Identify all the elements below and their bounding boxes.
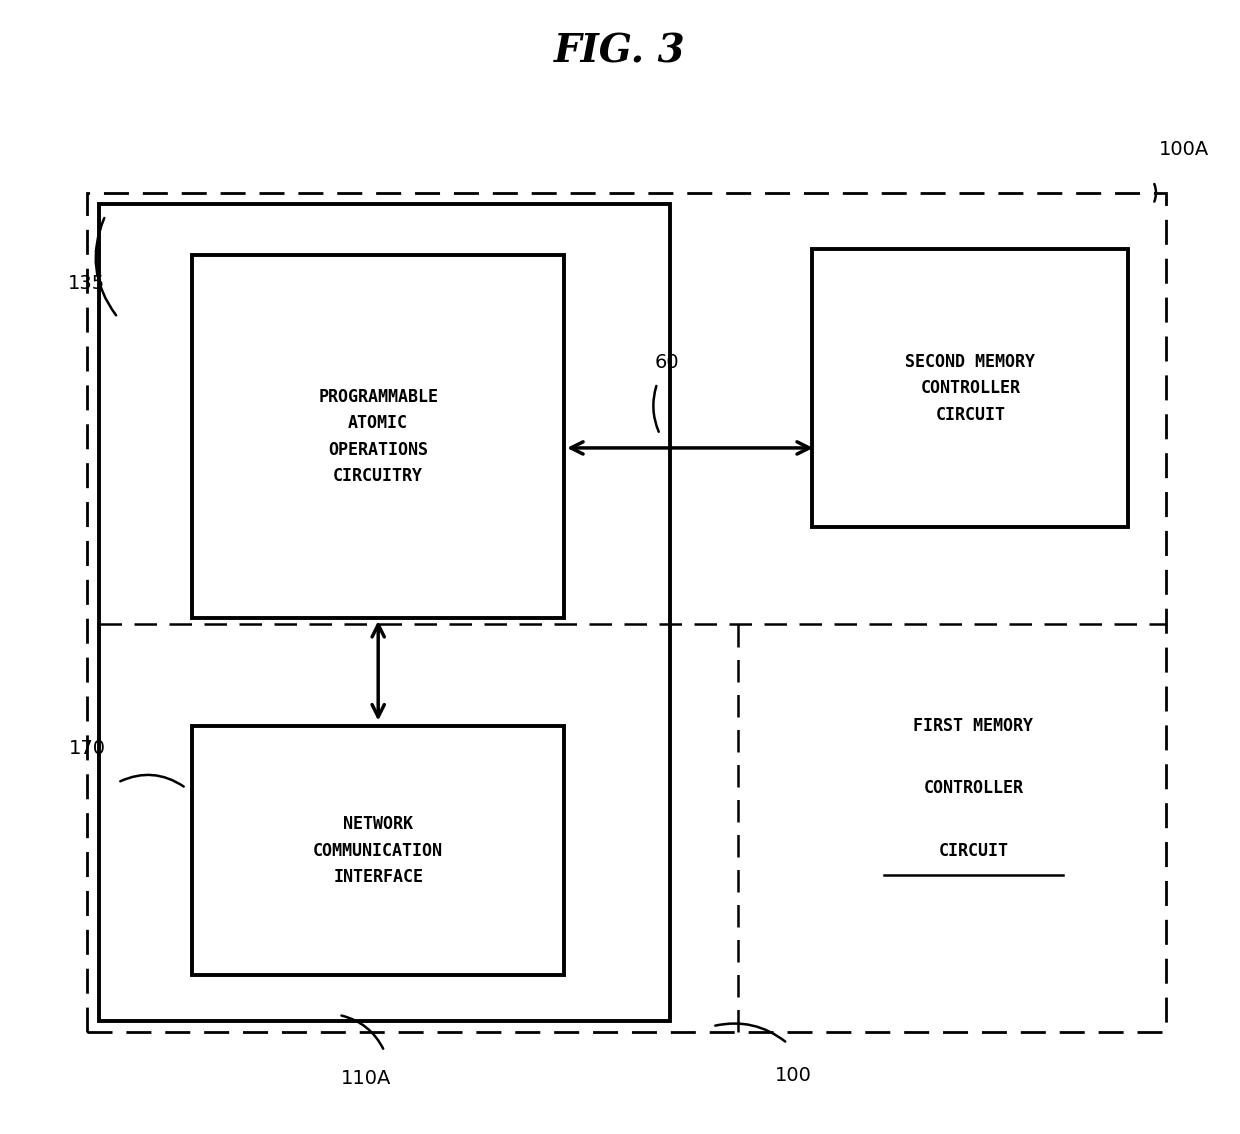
Text: FIG. 3: FIG. 3 (554, 32, 686, 70)
Text: 170: 170 (68, 739, 105, 758)
Text: SECOND MEMORY
CONTROLLER
CIRCUIT: SECOND MEMORY CONTROLLER CIRCUIT (905, 353, 1035, 424)
Text: NETWORK
COMMUNICATION
INTERFACE: NETWORK COMMUNICATION INTERFACE (314, 815, 443, 886)
Bar (87, 193, 1166, 1032)
Bar (812, 249, 1128, 527)
Bar (99, 204, 670, 1021)
Text: PROGRAMMABLE
ATOMIC
OPERATIONS
CIRCUITRY: PROGRAMMABLE ATOMIC OPERATIONS CIRCUITRY (319, 388, 438, 485)
Text: CIRCUIT: CIRCUIT (939, 841, 1008, 860)
Text: 110A: 110A (341, 1069, 391, 1089)
Text: FIRST MEMORY: FIRST MEMORY (914, 717, 1033, 735)
Bar (192, 255, 564, 618)
Text: 135: 135 (68, 274, 105, 293)
Bar (192, 726, 564, 975)
Text: 100A: 100A (1159, 139, 1209, 159)
Text: 60: 60 (655, 353, 680, 372)
Text: 100: 100 (775, 1066, 812, 1085)
Text: CONTROLLER: CONTROLLER (924, 779, 1023, 797)
